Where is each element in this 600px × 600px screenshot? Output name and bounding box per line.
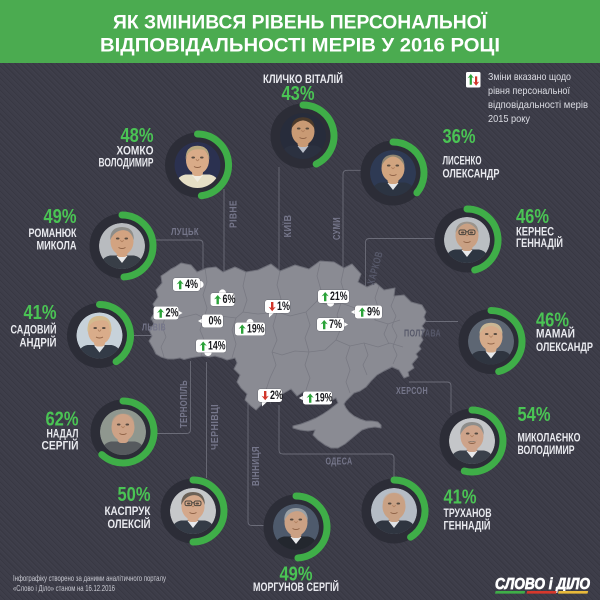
svg-text:ХОМКО: ХОМКО (117, 144, 154, 158)
svg-text:РІВНЕ: РІВНЕ (228, 200, 240, 228)
svg-text:САДОВИЙ: САДОВИЙ (11, 322, 57, 337)
svg-text:МАМАЙ: МАМАЙ (536, 326, 575, 341)
svg-text:ОЛЕКСАНДР: ОЛЕКСАНДР (536, 340, 593, 354)
svg-text:43%: 43% (282, 83, 315, 105)
svg-text:ТРУХАНОВ: ТРУХАНОВ (444, 506, 492, 520)
svg-text:54%: 54% (518, 404, 551, 426)
svg-text:ЛУЦЬК: ЛУЦЬК (171, 226, 199, 238)
svg-text:СУМИ: СУМИ (331, 217, 343, 240)
svg-text:Інфографіку створено за даними: Інфографіку створено за даними аналітичн… (13, 573, 167, 583)
svg-text:6%: 6% (223, 294, 236, 306)
svg-text:2015 року: 2015 року (488, 113, 531, 125)
svg-text:2%: 2% (270, 390, 283, 402)
svg-text:ВІННИЦЯ: ВІННИЦЯ (250, 446, 262, 486)
svg-text:0%: 0% (209, 316, 222, 328)
svg-text:ЛИСЕНКО: ЛИСЕНКО (443, 154, 482, 168)
svg-text:ОЛЕКСАНДР: ОЛЕКСАНДР (443, 167, 500, 181)
svg-text:21%: 21% (330, 291, 348, 303)
svg-text:ВІДПОВІДАЛЬНОСТІ МЕРІВ У 2016: ВІДПОВІДАЛЬНОСТІ МЕРІВ У 2016 РОЦІ (100, 35, 500, 57)
svg-text:Зміни вказано щодо: Зміни вказано щодо (488, 71, 571, 83)
svg-text:ОЛЕКСІЙ: ОЛЕКСІЙ (108, 516, 151, 531)
svg-text:49%: 49% (44, 206, 77, 228)
svg-text:ГЕННАДІЙ: ГЕННАДІЙ (444, 518, 491, 533)
svg-text:50%: 50% (118, 484, 151, 506)
svg-text:4%: 4% (185, 279, 198, 291)
svg-text:49%: 49% (280, 564, 313, 586)
svg-text:ОДЕСА: ОДЕСА (326, 456, 353, 468)
svg-text:ВОЛОДИМИР: ВОЛОДИМИР (99, 156, 154, 170)
svg-text:МИКОЛА: МИКОЛА (37, 239, 77, 253)
svg-text:41%: 41% (24, 302, 57, 324)
svg-text:«Слово і Діло» станом на 16.12: «Слово і Діло» станом на 16.12.2016 (13, 583, 115, 593)
svg-text:КЕРНЕС: КЕРНЕС (516, 225, 554, 239)
svg-text:ЧЕРНІВЦІ: ЧЕРНІВЦІ (209, 404, 221, 450)
svg-text:ЯК ЗМІНИВСЯ РІВЕНЬ ПЕРСОНАЛЬНО: ЯК ЗМІНИВСЯ РІВЕНЬ ПЕРСОНАЛЬНОЇ (113, 11, 488, 34)
svg-text:СЕРГІЙ: СЕРГІЙ (42, 438, 79, 453)
svg-text:МИКОЛАЄНКО: МИКОЛАЄНКО (518, 431, 581, 445)
svg-text:14%: 14% (208, 341, 226, 353)
svg-text:2%: 2% (166, 308, 179, 320)
svg-text:рівня персональної: рівня персональної (488, 85, 570, 97)
svg-text:62%: 62% (46, 409, 79, 431)
svg-text:МОРГУНОВ СЕРГІЙ: МОРГУНОВ СЕРГІЙ (253, 579, 339, 594)
svg-text:КИЇВ: КИЇВ (281, 215, 294, 238)
svg-text:ПОЛТАВА: ПОЛТАВА (404, 328, 441, 340)
svg-text:41%: 41% (444, 487, 477, 509)
svg-text:ЛЬВІВ: ЛЬВІВ (142, 322, 166, 334)
svg-text:36%: 36% (443, 126, 476, 148)
svg-text:КЛИЧКО ВІТАЛІЙ: КЛИЧКО ВІТАЛІЙ (263, 71, 343, 86)
svg-text:46%: 46% (516, 206, 549, 228)
svg-text:46%: 46% (536, 310, 569, 332)
svg-text:ХАРКОВ: ХАРКОВ (365, 250, 385, 286)
svg-text:ТЕРНОПІЛЬ: ТЕРНОПІЛЬ (178, 380, 190, 428)
svg-text:ГЕННАДІЙ: ГЕННАДІЙ (516, 235, 563, 250)
svg-text:19%: 19% (247, 324, 265, 336)
svg-text:1%: 1% (277, 301, 290, 313)
svg-text:9%: 9% (367, 307, 380, 319)
svg-text:7%: 7% (329, 319, 342, 331)
svg-text:відповідальності мерів: відповідальності мерів (488, 99, 588, 111)
svg-text:48%: 48% (121, 125, 154, 147)
svg-text:НАДАЛ: НАДАЛ (47, 427, 79, 441)
svg-text:ВОЛОДИМИР: ВОЛОДИМИР (518, 443, 575, 457)
svg-text:КАСПРУК: КАСПРУК (105, 504, 152, 518)
svg-text:РОМАНЮК: РОМАНЮК (29, 226, 77, 240)
svg-text:ХЕРСОН: ХЕРСОН (396, 385, 428, 397)
svg-text:АНДРІЙ: АНДРІЙ (20, 335, 57, 350)
svg-text:СЛОВО і ДІЛО: СЛОВО і ДІЛО (495, 576, 590, 593)
svg-text:19%: 19% (315, 393, 333, 405)
